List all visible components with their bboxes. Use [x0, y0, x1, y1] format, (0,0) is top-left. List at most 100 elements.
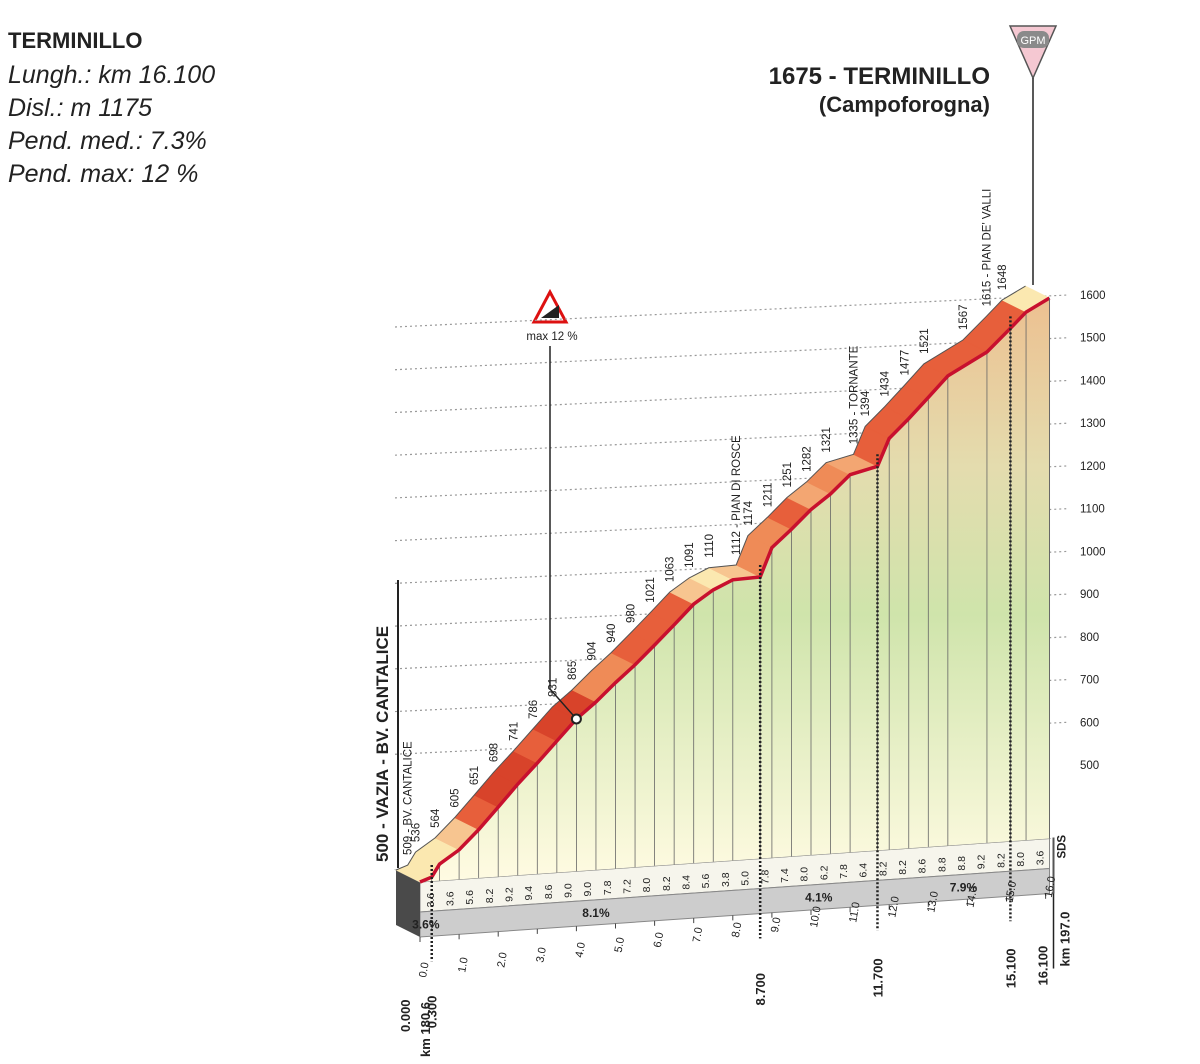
- max-label: max 12 %: [526, 331, 577, 343]
- slope-label: 6.2: [818, 865, 830, 880]
- slope-label: 8.2: [661, 876, 673, 891]
- slope-label: 9.0: [563, 883, 575, 898]
- slope-label: 7.4: [779, 868, 791, 883]
- alt-tick-label: 1500: [1080, 333, 1106, 345]
- slope-label: 9.2: [504, 887, 516, 902]
- alt-tick-label: 1100: [1080, 504, 1105, 516]
- alt-label: 1477: [899, 350, 911, 376]
- marker-label: 15.100: [1003, 948, 1018, 988]
- slope-label: 8.4: [681, 875, 693, 890]
- max-leader: [549, 346, 577, 720]
- slope-label: 8.0: [641, 878, 653, 893]
- gpm-badge: [1017, 31, 1049, 48]
- alt-label: 509 - BV. CANTALICE: [403, 741, 415, 855]
- alt-tick-label: 600: [1080, 717, 1099, 729]
- grid-line: [394, 294, 1069, 328]
- alt-label: 1321: [821, 427, 833, 453]
- alt-tick-label: 700: [1080, 675, 1099, 687]
- alt-tick-label: 1000: [1080, 546, 1106, 558]
- alt-label: 1282: [802, 446, 814, 472]
- slope-label: 7.8: [602, 880, 614, 895]
- alt-tick-label: 1300: [1080, 418, 1106, 430]
- km-label: 4.0: [574, 941, 588, 958]
- km-label: 13.0: [925, 890, 941, 913]
- grid-line: [394, 337, 1069, 371]
- km-label: 14.0: [965, 885, 981, 908]
- slope-label: 8.6: [543, 884, 555, 899]
- slope-label: 8.8: [956, 856, 968, 871]
- alt-tick-label: 1400: [1080, 375, 1106, 387]
- alt-label: 980: [626, 604, 638, 623]
- slope-label: 5.0: [740, 871, 752, 886]
- alt-tick-label: 800: [1080, 632, 1099, 644]
- alt-label: 1335 - TORNANTE: [848, 345, 860, 444]
- avg-gradient: 8.1%: [582, 906, 610, 920]
- alt-label: 1648: [997, 264, 1009, 290]
- alt-label: 651: [469, 766, 481, 785]
- slope-label: 8.2: [877, 861, 889, 876]
- slope-label: 3.6: [425, 893, 437, 908]
- end-label: 0.000: [398, 999, 413, 1032]
- slope-label: 8.6: [917, 859, 929, 874]
- alt-label: 786: [528, 700, 540, 719]
- slope-label: 5.6: [464, 890, 476, 905]
- km-label: 2.0: [495, 951, 509, 968]
- km-label: 12.0: [886, 895, 902, 918]
- sds-label: SDS: [1057, 835, 1069, 859]
- alt-tick-label: 1200: [1080, 461, 1106, 473]
- climb-title: TERMINILLO: [8, 28, 142, 53]
- marker-label: 8.700: [753, 973, 768, 1006]
- slab-cap: [396, 870, 420, 937]
- alt-label: 536: [411, 823, 423, 842]
- km-label: 6.0: [652, 931, 666, 948]
- slope-label: 7.8: [838, 864, 850, 879]
- alt-label: 1110: [704, 534, 716, 558]
- alt-label: 1063: [665, 557, 677, 583]
- slope-label: 7.2: [622, 879, 634, 894]
- alt-label: 1021: [645, 577, 657, 603]
- end-label: km 197.0: [1058, 912, 1073, 967]
- slope-label: 8.8: [936, 857, 948, 872]
- max-sign-icon: [541, 305, 559, 318]
- alt-label: 904: [587, 641, 599, 661]
- end-label: km 180.6: [418, 1002, 433, 1057]
- alt-label: 1251: [782, 462, 794, 488]
- km-label: 7.0: [691, 926, 705, 943]
- slope-label: 3.8: [720, 872, 732, 887]
- finish-sub: (Campoforogna): [819, 92, 990, 117]
- info-line: Pend. med.: 7.3%: [8, 127, 207, 155]
- alt-label: 605: [450, 788, 462, 807]
- end-label: 16.100: [1036, 946, 1051, 986]
- slope-label: 9.0: [582, 882, 594, 897]
- slope-label: 3.6: [445, 891, 457, 906]
- alt-label: 1112 - PIAN DI ROSCE: [731, 435, 743, 555]
- slope-label: 9.2: [976, 855, 988, 870]
- marker-label: 0.300: [425, 996, 440, 1029]
- alt-label: 564: [430, 808, 442, 828]
- alt-label: 831: [547, 678, 559, 697]
- start-label: 500 - VAZIA - BV. CANTALICE: [373, 626, 392, 862]
- max-point: [570, 713, 582, 725]
- alt-label: 1521: [919, 328, 931, 354]
- info-line: Lungh.: km 16.100: [8, 61, 215, 89]
- slope-label: 8.0: [1015, 852, 1027, 867]
- alt-label: 741: [508, 722, 520, 741]
- km-label: 16.0: [1043, 875, 1059, 898]
- marker-label: 11.700: [870, 958, 885, 997]
- km-label: 0.0: [417, 961, 431, 978]
- km-label: 9.0: [769, 916, 783, 933]
- info-line: Disl.: m 1175: [8, 94, 152, 122]
- alt-label: 1615 - PIAN DE' VALLI: [981, 189, 993, 307]
- alt-label: 698: [489, 743, 501, 762]
- km-label: 3.0: [534, 946, 548, 963]
- avg-gradient: 4.1%: [805, 890, 833, 904]
- slope-label: 8.2: [995, 853, 1007, 868]
- alt-label: 1211: [762, 483, 774, 508]
- km-label: 10.0: [808, 905, 824, 928]
- avg-gradient: 7.9%: [950, 880, 978, 894]
- alt-label: 1174: [743, 500, 755, 525]
- slope-label: 9.4: [523, 886, 535, 901]
- profile-back-edge: [395, 285, 1026, 871]
- finish-label: 1675 - TERMINILLO: [769, 63, 990, 90]
- alt-tick-label: 1600: [1080, 290, 1106, 302]
